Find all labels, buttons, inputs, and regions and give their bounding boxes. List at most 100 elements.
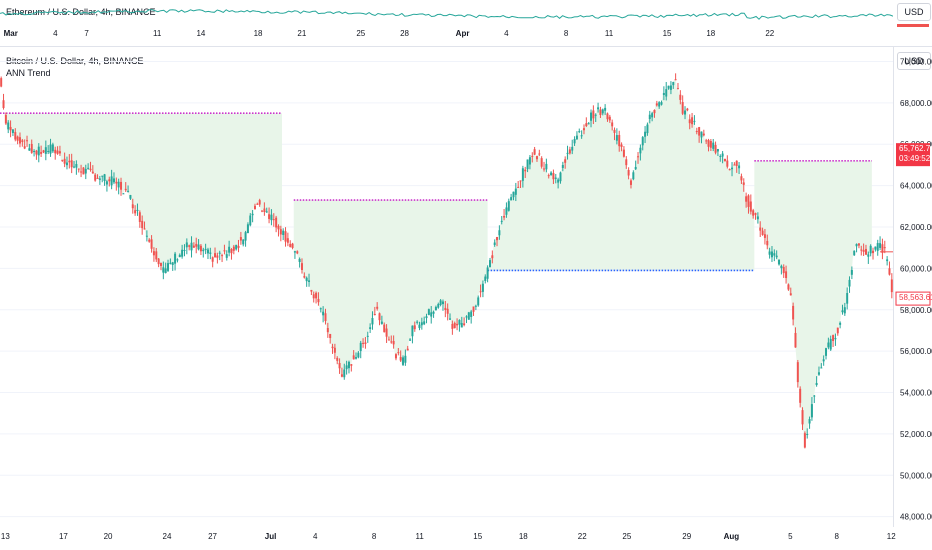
candle-body	[564, 159, 567, 163]
candle-body	[599, 109, 602, 115]
candle-body	[474, 305, 477, 307]
candle-body	[423, 321, 426, 325]
candle-body	[228, 246, 231, 253]
candle-body	[37, 146, 40, 156]
candle-body	[759, 227, 762, 231]
candle-body	[80, 171, 83, 173]
eth-pane-title: Ethereum / U.S. Dollar, 4h, BINANCE	[6, 7, 156, 17]
candle-body	[834, 338, 837, 340]
candle-body	[209, 252, 212, 254]
candle-body	[782, 267, 785, 274]
candle-body	[291, 243, 294, 248]
candle-body	[150, 239, 153, 249]
candle-body	[171, 262, 174, 265]
candle-body	[829, 338, 832, 350]
candle-body	[559, 172, 562, 182]
candle-body	[634, 166, 637, 170]
candle-body	[872, 250, 875, 254]
time-tick-label: 8	[371, 532, 377, 541]
time-tick-label: 5	[788, 532, 793, 541]
candle-body	[618, 135, 621, 147]
candle-body	[578, 131, 581, 133]
candle-body	[451, 323, 454, 329]
candle-body	[679, 94, 682, 100]
price-tick-label: 48,000.00	[900, 513, 932, 522]
candle-body	[282, 230, 285, 235]
candle-body	[465, 316, 468, 318]
candle-body	[745, 196, 748, 202]
candle-body	[296, 251, 299, 254]
btc-currency-button[interactable]: USD	[897, 52, 931, 70]
candle-body	[7, 122, 10, 130]
candle-body	[272, 219, 275, 221]
price-tick-label: 54,000.00	[900, 389, 932, 398]
candle-body	[277, 225, 280, 230]
candle-body	[571, 146, 574, 151]
candle-body	[77, 168, 80, 170]
candle-body	[51, 144, 54, 152]
candle-body	[68, 160, 71, 163]
candle-body	[261, 210, 264, 212]
candle-body	[806, 433, 809, 435]
candle-body	[174, 253, 177, 264]
candle-body	[606, 113, 609, 120]
candle-body	[181, 249, 184, 257]
candle-body	[825, 348, 828, 356]
candle-body	[155, 251, 158, 260]
time-tick-label: 12	[886, 532, 896, 541]
candle-body	[808, 419, 811, 424]
candle-body	[488, 260, 491, 268]
trend-fill	[487, 79, 755, 271]
candle-body	[582, 128, 585, 131]
candle-body	[752, 210, 755, 216]
candle-body	[667, 85, 670, 89]
candle-body	[195, 243, 198, 247]
candle-body	[329, 334, 332, 339]
candle-body	[580, 135, 583, 137]
candle-body	[449, 318, 452, 320]
eth-currency-button[interactable]: USD	[897, 3, 931, 21]
candle-body	[695, 131, 698, 133]
btc-candlestick-chart[interactable]: 70,000.0068,000.0066,000.0064,000.0062,0…	[0, 47, 932, 527]
candle-body	[749, 201, 752, 212]
candle-body	[691, 117, 694, 125]
candle-body	[611, 122, 614, 127]
candle-body	[721, 153, 724, 157]
candle-body	[308, 280, 311, 282]
candle-body	[376, 306, 379, 309]
candle-body	[632, 172, 635, 180]
time-tick-label: 17	[58, 532, 68, 541]
candle-body	[122, 193, 125, 195]
candle-body	[839, 322, 842, 325]
highlight-price-label-box	[896, 143, 930, 167]
candle-body	[141, 220, 144, 229]
current-price-label-box	[895, 291, 931, 306]
candle-body	[526, 159, 529, 170]
candle-body	[265, 211, 268, 213]
candle-body	[230, 249, 233, 254]
indicator-label[interactable]: ANN Trend	[6, 68, 51, 78]
candle-body	[660, 102, 663, 105]
time-tick-label: 22	[765, 29, 775, 38]
candle-body	[202, 249, 205, 252]
candle-body	[420, 322, 423, 326]
candle-body	[792, 305, 795, 320]
candle-body	[561, 164, 564, 168]
candle-body	[827, 342, 830, 348]
time-tick-label: Aug	[723, 532, 740, 541]
candle-body	[653, 109, 656, 114]
candle-body	[82, 167, 85, 175]
candle-body	[192, 245, 195, 248]
pane-divider[interactable]	[0, 46, 932, 47]
candle-body	[702, 133, 705, 136]
candle-body	[249, 215, 252, 226]
candle-body	[263, 208, 266, 212]
candle-body	[477, 297, 480, 306]
candle-body	[787, 284, 790, 290]
candle-body	[143, 228, 146, 230]
candle-body	[418, 324, 421, 329]
candle-body	[157, 258, 160, 265]
candle-body	[714, 144, 717, 153]
candle-body	[742, 182, 745, 185]
candle-body	[785, 271, 788, 279]
